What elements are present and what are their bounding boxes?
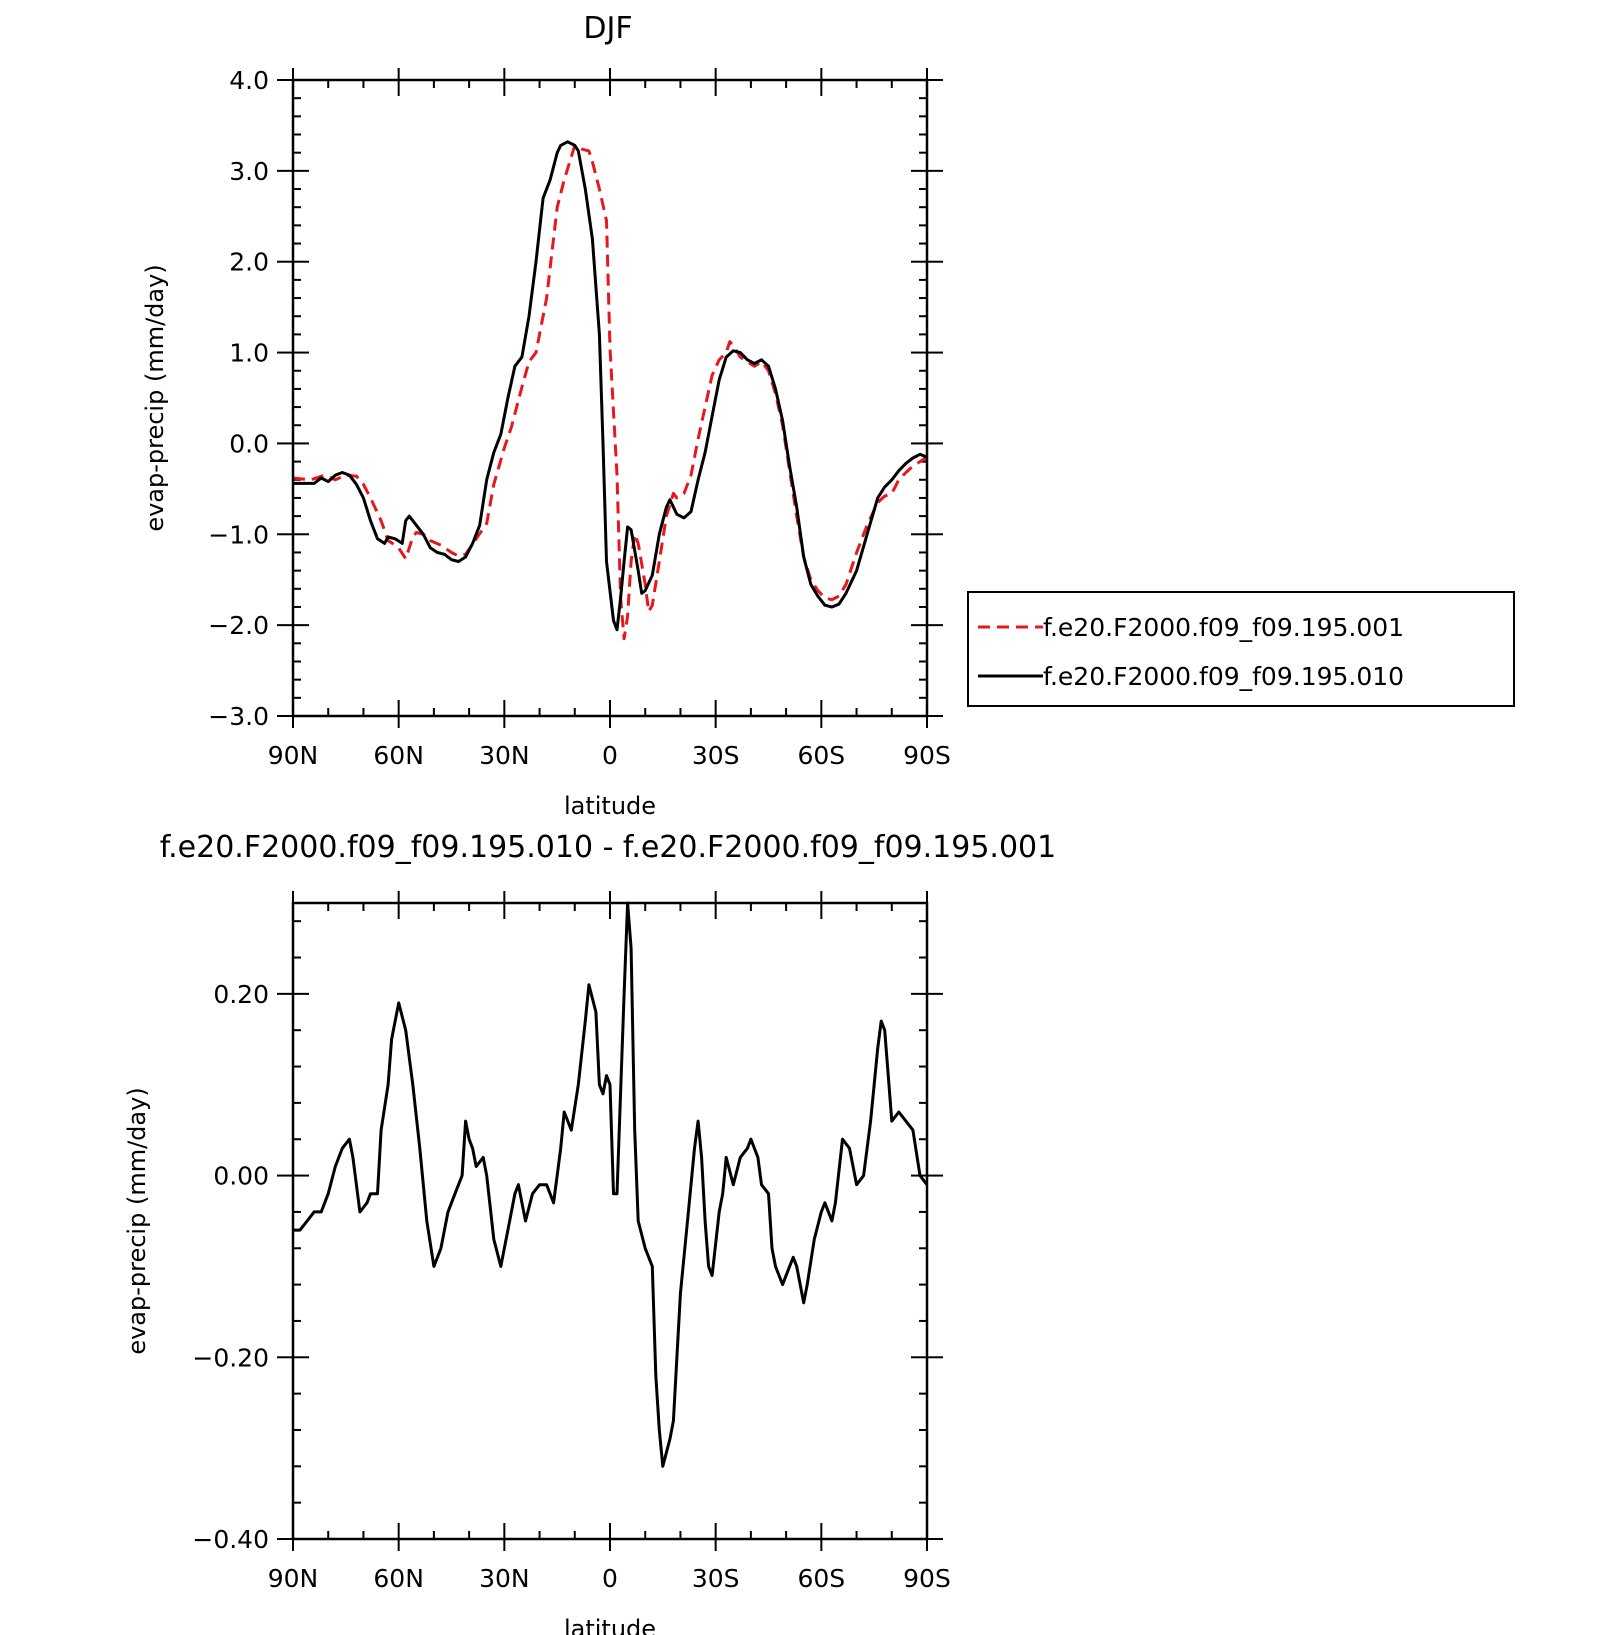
top-x-axis-label: latitude <box>564 792 656 820</box>
y-tick-label: −2.0 <box>208 611 269 640</box>
bottom-ticks <box>277 891 943 1551</box>
series-line-1 <box>293 140 928 632</box>
y-tick-label: −3.0 <box>208 702 269 731</box>
x-tick-label: 30N <box>479 1564 530 1593</box>
bottom-chart-title: f.e20.F2000.f09_f09.195.010 - f.e20.F200… <box>160 830 1056 865</box>
legend-label-010: f.e20.F2000.f09_f09.195.010 <box>1043 662 1404 691</box>
legend-label-001: f.e20.F2000.f09_f09.195.001 <box>1043 613 1404 642</box>
x-tick-label: 30S <box>692 741 740 770</box>
y-tick-label: 2.0 <box>229 248 269 277</box>
top-ticks <box>277 68 943 728</box>
x-tick-label: 0 <box>602 1564 618 1593</box>
top-y-tick-labels: −3.0 −2.0 −1.0 0.0 1.0 2.0 3.0 4.0 <box>208 66 269 731</box>
bottom-series-lines <box>293 901 929 1468</box>
top-y-axis-label: evap-precip (mm/day) <box>141 264 169 531</box>
bottom-plot-frame <box>291 901 929 1541</box>
y-tick-label: 4.0 <box>229 66 269 95</box>
y-tick-label: 0.0 <box>229 429 269 458</box>
top-plot-frame <box>291 78 929 718</box>
bottom-y-axis-label: evap-precip (mm/day) <box>123 1087 151 1354</box>
x-tick-label: 0 <box>602 741 618 770</box>
bottom-x-axis-label: latitude <box>564 1615 656 1635</box>
legend: f.e20.F2000.f09_f09.195.001 f.e20.F2000.… <box>967 591 1515 707</box>
y-tick-label: 3.0 <box>229 157 269 186</box>
x-tick-label: 30S <box>692 1564 740 1593</box>
top-panel: DJF −3.0 −2.0 −1.0 0.0 1.0 2.0 3.0 4.0 90N 60N 30… <box>141 11 1515 820</box>
bottom-y-tick-labels: −0.40 −0.20 0.00 0.20 <box>192 980 269 1554</box>
series-line-0 <box>293 901 929 1468</box>
y-tick-label: 0.20 <box>213 980 269 1009</box>
y-tick-label: −0.40 <box>192 1525 269 1554</box>
x-tick-label: 90N <box>268 1564 319 1593</box>
y-tick-label: 1.0 <box>229 339 269 368</box>
y-tick-label: −0.20 <box>192 1343 269 1372</box>
x-tick-label: 60N <box>373 741 424 770</box>
x-tick-label: 60S <box>797 741 845 770</box>
x-tick-label: 60N <box>373 1564 424 1593</box>
legend-box <box>967 591 1515 707</box>
x-tick-label: 30N <box>479 741 530 770</box>
top-x-tick-labels: 90N 60N 30N 0 30S 60S 90S <box>268 741 951 770</box>
y-tick-label: −1.0 <box>208 520 269 549</box>
x-tick-label: 90S <box>903 741 951 770</box>
top-series-lines <box>292 140 928 641</box>
x-tick-label: 90S <box>903 1564 951 1593</box>
top-gridless-frame <box>277 68 943 728</box>
bottom-x-tick-labels: 90N 60N 30N 0 30S 60S 90S <box>268 1564 951 1593</box>
x-tick-label: 60S <box>797 1564 845 1593</box>
bottom-panel: f.e20.F2000.f09_f09.195.010 - f.e20.F200… <box>123 830 1056 1635</box>
top-chart-title: DJF <box>583 11 632 46</box>
series-line-0 <box>292 143 928 641</box>
x-tick-label: 90N <box>268 741 319 770</box>
y-tick-label: 0.00 <box>213 1162 269 1191</box>
